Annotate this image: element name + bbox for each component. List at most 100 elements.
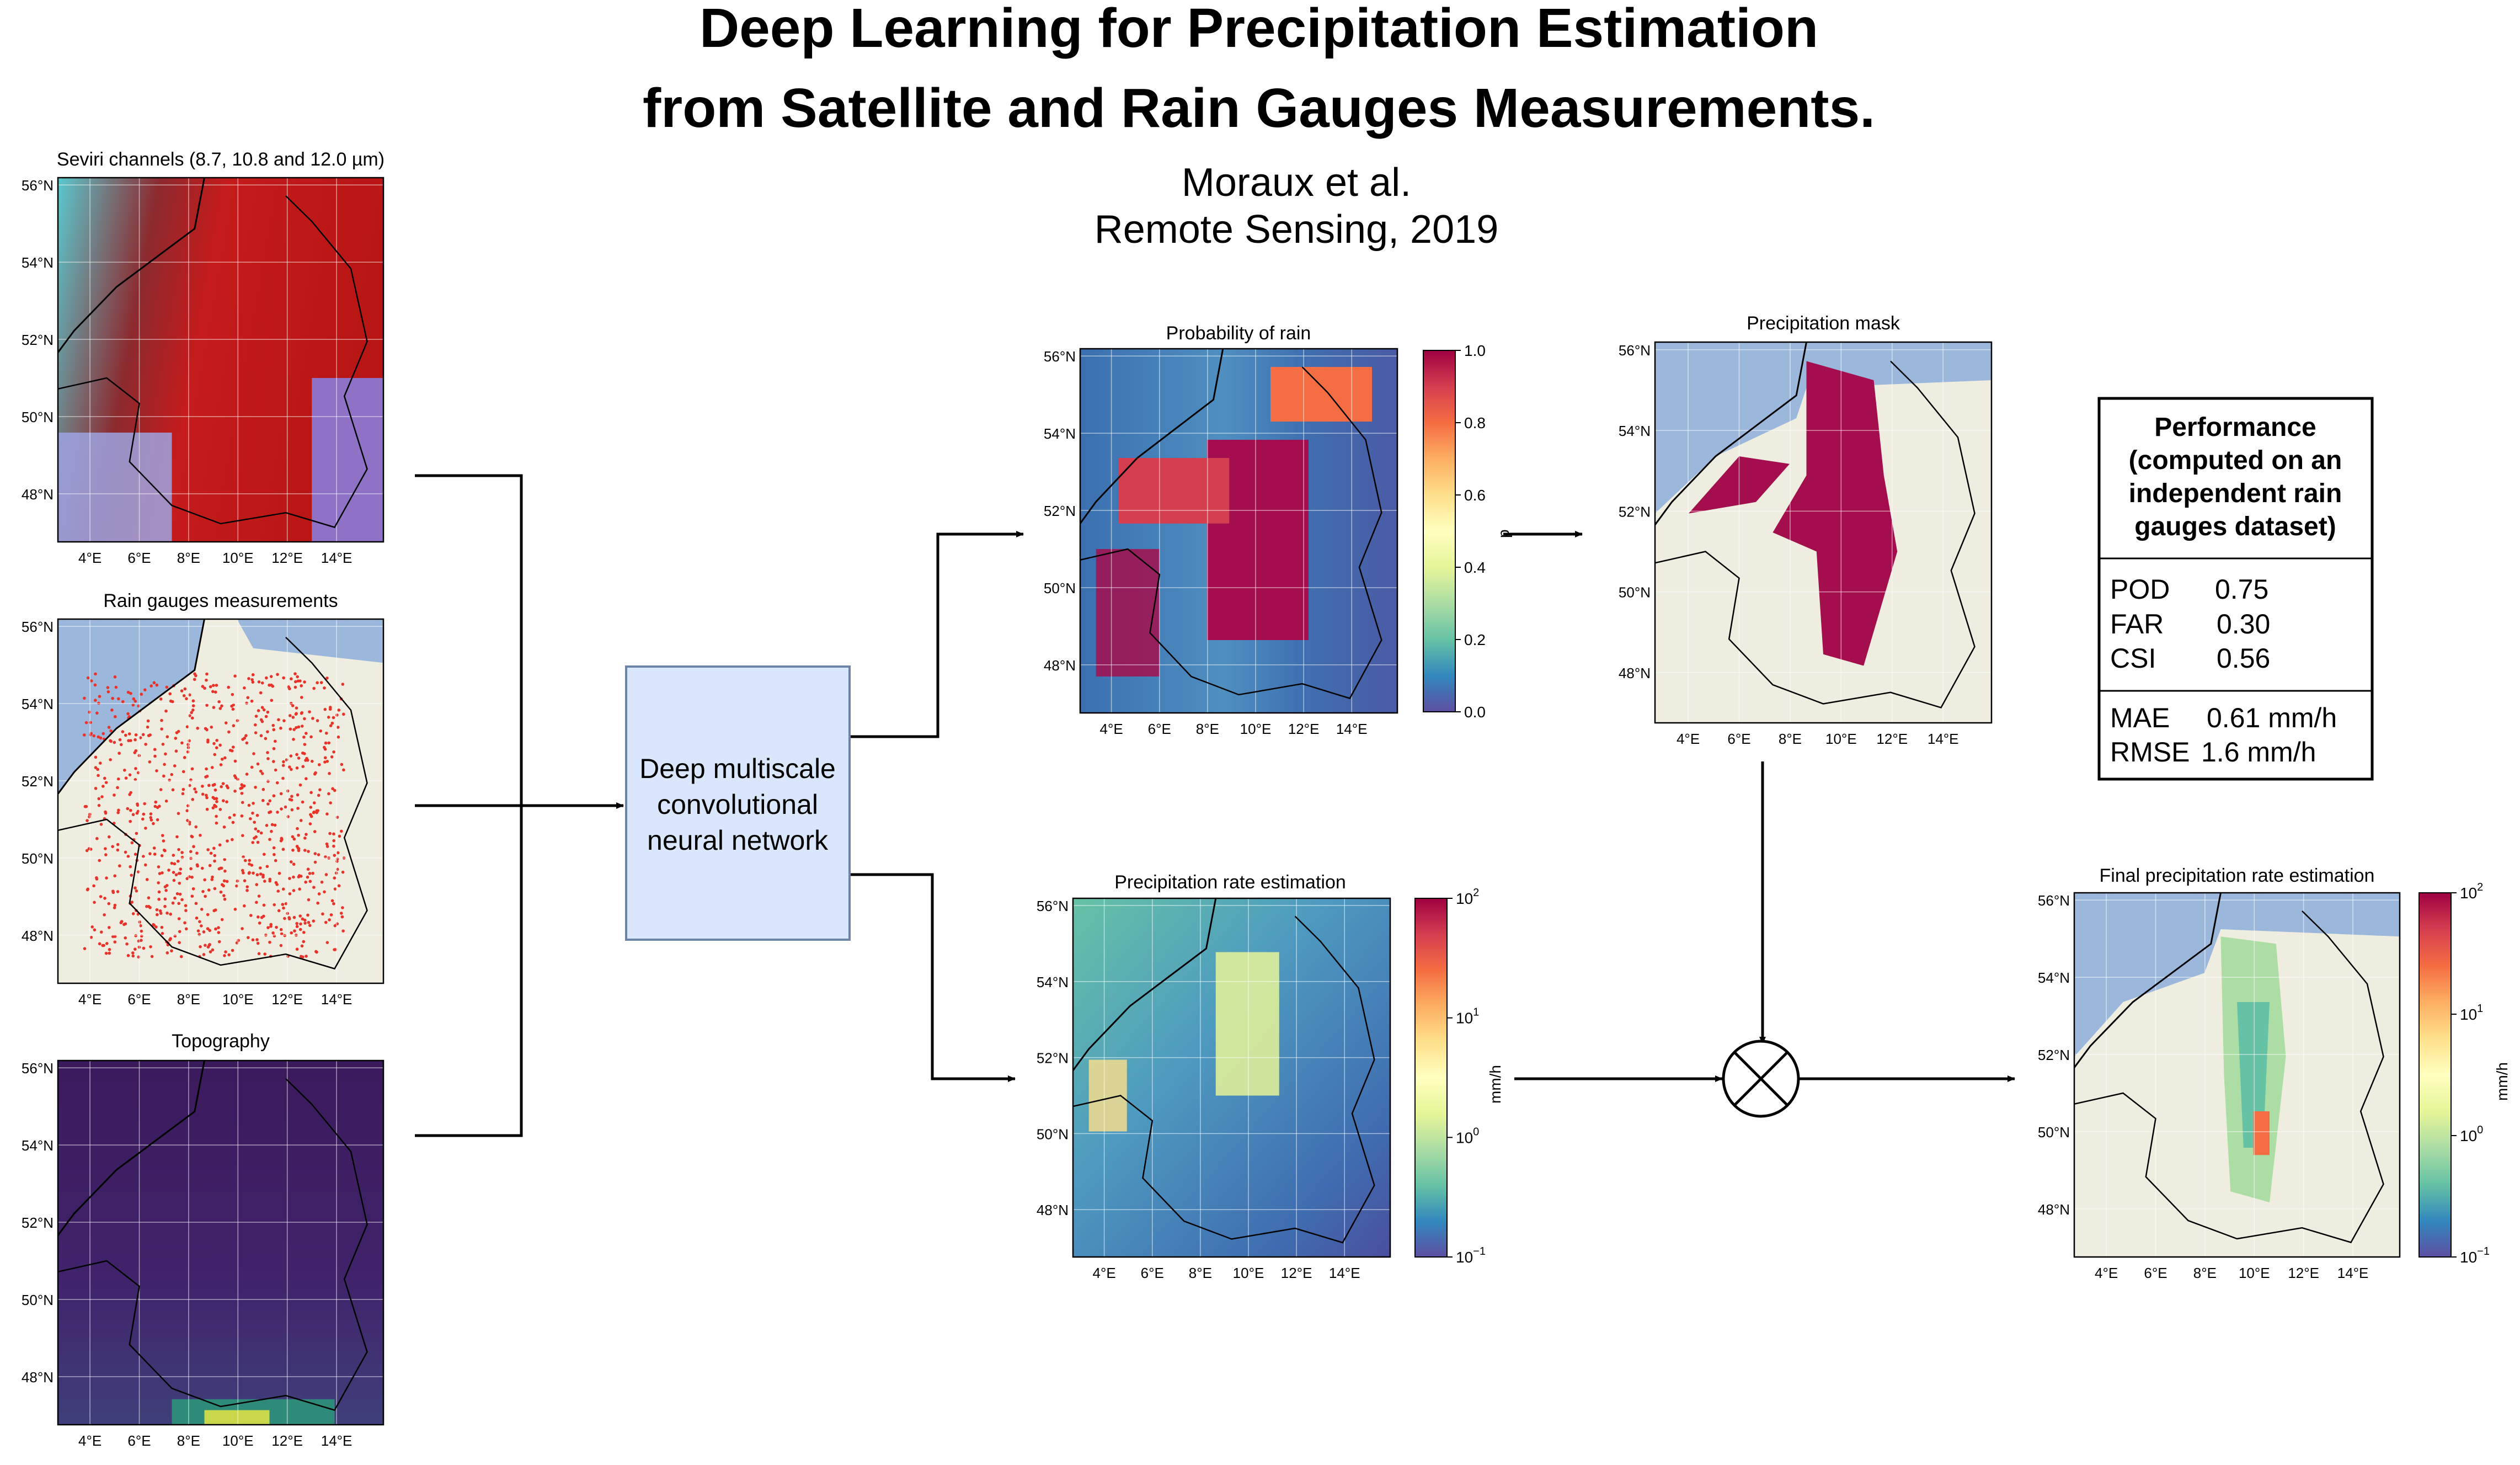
lon-tick-label: 4°E: [1100, 721, 1123, 737]
lon-tick-label: 8°E: [2193, 1265, 2217, 1281]
metric-csi-name: CSI: [2110, 643, 2156, 674]
lon-tick-label: 14°E: [321, 550, 353, 566]
lon-tick-label: 8°E: [177, 991, 200, 1008]
colorbar-tick-label: 0.0: [1464, 704, 1486, 721]
connector-topo: [415, 806, 523, 1137]
lat-tick-label: 48°N: [1619, 665, 1651, 681]
lat-tick-label: 50°N: [2038, 1124, 2070, 1141]
lon-tick-label: 4°E: [1677, 731, 1700, 747]
colorbar-tick-label: 0.2: [1464, 631, 1486, 648]
lon-tick-label: 8°E: [177, 1432, 200, 1449]
performance-title-4: gauges dataset): [2134, 512, 2336, 541]
lat-tick-label: 50°N: [1037, 1126, 1069, 1142]
lon-tick-label: 12°E: [2288, 1265, 2319, 1281]
lon-tick-label: 12°E: [1281, 1265, 1312, 1281]
lat-tick-label: 48°N: [1037, 1202, 1069, 1218]
model-box-line-3: neural network: [647, 825, 829, 856]
colorbar-final: 102 101 100 10−1 mm/h: [2418, 881, 2511, 1266]
lon-tick-label: 14°E: [321, 991, 353, 1008]
lat-tick-label: 54°N: [22, 254, 54, 271]
precipitation-rate-map: 56°N 54°N 52°N 50°N 48°N 4°E 6°E 8°E 10°E 12°E 14°…: [1037, 897, 1391, 1281]
lat-tick-label: 56°N: [22, 1060, 54, 1077]
lon-tick-label: 12°E: [1288, 721, 1320, 737]
lat-tick-label: 56°N: [1044, 348, 1076, 365]
topography-map: 56°N 54°N 52°N 50°N 48°N 4°E 6°E 8°E 10°E 12°E 14°…: [22, 1059, 385, 1449]
lat-tick-label: 50°N: [22, 1292, 54, 1308]
lon-tick-label: 14°E: [1329, 1265, 1360, 1281]
lat-tick-label: 48°N: [22, 1369, 54, 1386]
metric-pod-value: 0.75: [2215, 574, 2268, 605]
lon-tick-label: 10°E: [1240, 721, 1272, 737]
lat-tick-label: 52°N: [1037, 1050, 1069, 1067]
colorbar-rate: 102 101 100 10−1 mm/h: [1414, 887, 1504, 1266]
metric-pod-name: POD: [2110, 574, 2170, 605]
panel-title-prob: Probability of rain: [1166, 323, 1311, 344]
lat-tick-label: 56°N: [1619, 342, 1651, 359]
lat-tick-label: 48°N: [22, 928, 54, 944]
colorbar-tick-label: 101: [1456, 1006, 1479, 1027]
lon-tick-label: 12°E: [271, 991, 303, 1008]
lon-tick-label: 12°E: [271, 1432, 303, 1449]
lon-tick-label: 8°E: [1779, 731, 1802, 747]
metric-far-name: FAR: [2110, 609, 2164, 640]
lat-tick-label: 54°N: [1619, 423, 1651, 439]
lon-tick-label: 12°E: [1876, 731, 1908, 747]
lon-tick-label: 4°E: [78, 550, 102, 566]
precipitation-mask-map: 56°N 54°N 52°N 50°N 48°N 4°E 6°E 8°E 10°E 12°E 14°…: [1619, 341, 1993, 747]
lat-tick-label: 50°N: [1619, 584, 1651, 601]
colorbar-tick-label: 0.6: [1464, 487, 1486, 504]
colorbar-tick-label: 101: [2460, 1003, 2483, 1023]
panel-title-mask: Precipitation mask: [1747, 313, 1900, 334]
rain-gauges-map: 56°N 54°N 52°N 50°N 48°N 4°E 6°E 8°E 10°E 12°E 14°…: [22, 618, 385, 1008]
lat-tick-label: 50°N: [22, 850, 54, 867]
metric-mae-name: MAE: [2110, 702, 2170, 733]
lat-tick-label: 56°N: [22, 619, 54, 635]
connector-seviri: [415, 474, 523, 808]
colorbar-tick-label: 0.4: [1464, 559, 1486, 576]
lon-tick-label: 14°E: [2337, 1265, 2369, 1281]
lon-tick-label: 4°E: [2095, 1265, 2118, 1281]
lon-tick-label: 8°E: [1196, 721, 1219, 737]
metric-rmse-name: RMSE: [2110, 737, 2190, 768]
colorbar-probability: 1.00.80.60.40.20.0 p: [1423, 342, 1512, 721]
arrow-to-rate: [850, 873, 1016, 1082]
lon-tick-label: 14°E: [321, 1432, 353, 1449]
panel-title-topo: Topography: [172, 1031, 270, 1052]
lat-tick-label: 52°N: [22, 1214, 54, 1231]
lat-tick-label: 52°N: [1619, 503, 1651, 520]
colorbar-final-label: mm/h: [2494, 1062, 2511, 1101]
lat-tick-label: 54°N: [2038, 969, 2070, 986]
lat-tick-label: 48°N: [2038, 1201, 2070, 1218]
lat-tick-label: 54°N: [1044, 425, 1076, 442]
performance-box: Performance (computed on an independent …: [2097, 397, 2374, 781]
metric-csi-value: 0.56: [2217, 643, 2270, 674]
model-box-line-2: convolutional: [657, 789, 818, 820]
lon-tick-label: 6°E: [127, 550, 151, 566]
final-precipitation-map: 56°N 54°N 52°N 50°N 48°N 4°E 6°E 8°E 10°E 12°E 14°…: [2038, 892, 2401, 1281]
lat-tick-label: 54°N: [1037, 974, 1069, 990]
lat-tick-label: 54°N: [22, 1137, 54, 1154]
lat-tick-label: 54°N: [22, 696, 54, 712]
colorbar-tick-label: 102: [2460, 881, 2483, 902]
model-box: Deep multiscale convolutional neural net…: [625, 665, 851, 941]
lon-tick-label: 6°E: [127, 991, 151, 1008]
lon-tick-label: 6°E: [127, 1432, 151, 1449]
colorbar-tick-label: 0.8: [1464, 414, 1486, 431]
lat-tick-label: 56°N: [22, 177, 54, 194]
lat-tick-label: 50°N: [1044, 580, 1076, 596]
lat-tick-label: 52°N: [22, 332, 54, 348]
lon-tick-label: 8°E: [1189, 1265, 1212, 1281]
lon-tick-label: 10°E: [222, 550, 254, 566]
lon-tick-label: 10°E: [1825, 731, 1857, 747]
lon-tick-label: 4°E: [78, 991, 102, 1008]
connector-lines: [415, 474, 2015, 1137]
arrow-to-probability: [850, 531, 1024, 738]
lon-tick-label: 10°E: [2239, 1265, 2270, 1281]
performance-title-3: independent rain: [2129, 479, 2342, 508]
lon-tick-label: 10°E: [1233, 1265, 1264, 1281]
colorbar-tick-label: 102: [1456, 887, 1479, 907]
authors: Moraux et al.: [1182, 161, 1411, 205]
lat-tick-label: 52°N: [2038, 1047, 2070, 1063]
performance-title-2: (computed on an: [2129, 446, 2342, 475]
